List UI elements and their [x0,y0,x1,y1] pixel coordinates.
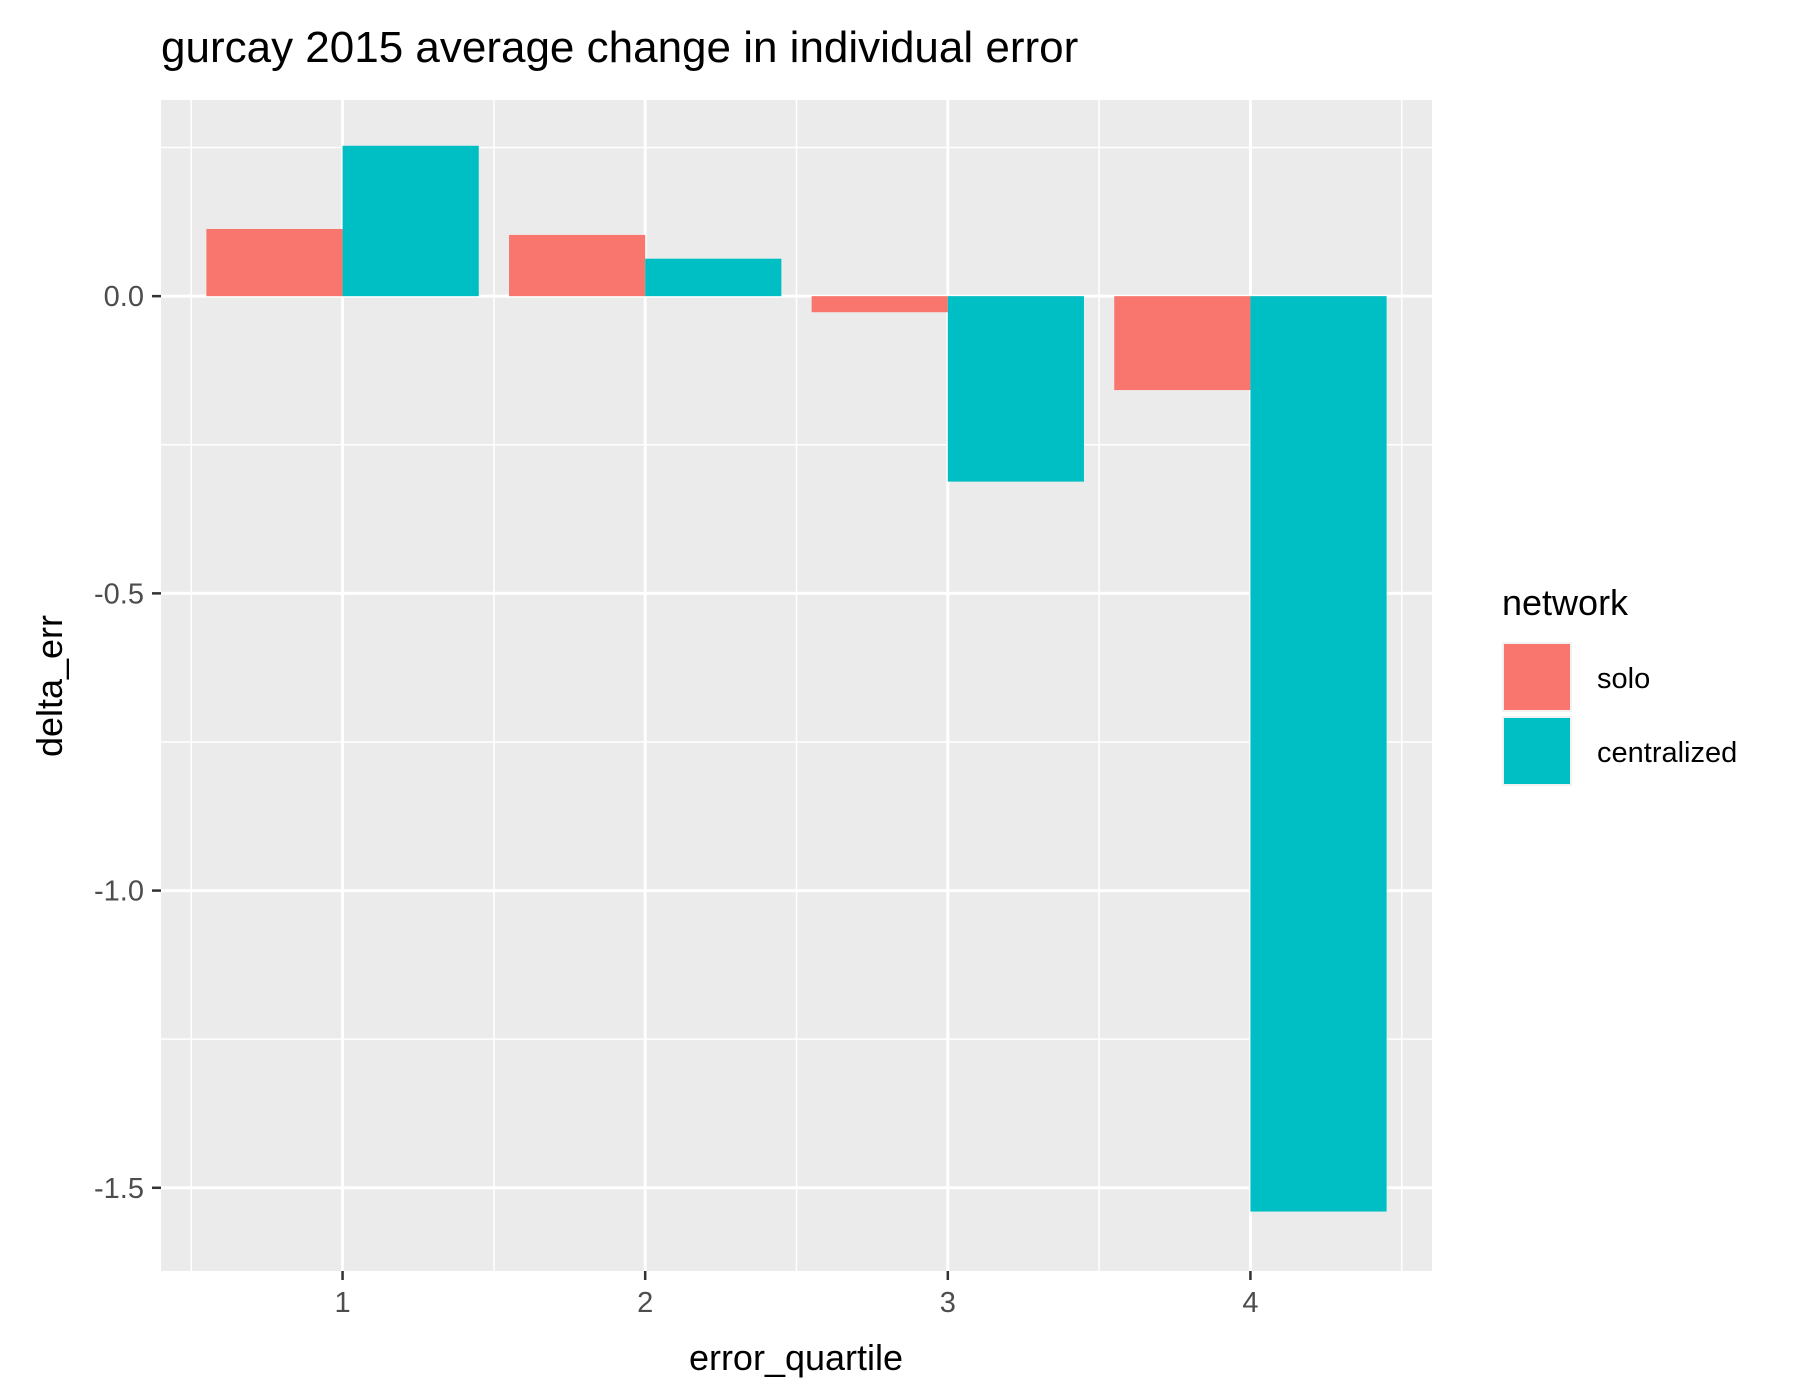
legend-label-solo: solo [1597,663,1650,695]
legend-label-centralized: centralized [1597,737,1737,769]
bar-solo-4 [1114,296,1251,391]
bars [206,145,1387,1212]
legend: network solo centralized [1502,582,1737,786]
x-tick-label: 2 [637,1287,653,1319]
x-axis-ticks: 1 2 3 4 [335,1271,1258,1319]
bar-centralized-4 [1250,296,1387,1212]
y-tick-label: 0.0 [104,281,144,313]
x-tick-label: 4 [1242,1287,1258,1319]
y-axis-title: delta_err [29,615,70,757]
legend-key-solo [1504,644,1570,710]
y-axis-ticks: 0.0 -0.5 -1.0 -1.5 [94,281,161,1205]
y-tick-label: -1.5 [94,1173,144,1205]
bar-solo-1 [206,228,343,297]
x-tick-label: 1 [335,1287,351,1319]
legend-items: solo centralized [1502,642,1737,786]
bar-solo-2 [509,234,646,297]
chart-title: gurcay 2015 average change in individual… [161,23,1078,72]
bar-centralized-1 [342,145,479,297]
y-tick-label: -0.5 [94,578,144,610]
bar-centralized-2 [645,258,782,297]
bar-solo-3 [811,296,948,313]
legend-key-centralized [1504,718,1570,784]
x-tick-label: 3 [940,1287,956,1319]
y-tick-label: -1.0 [94,876,144,908]
legend-title: network [1502,582,1629,623]
x-axis-title: error_quartile [689,1337,903,1378]
bar-centralized-3 [947,296,1084,482]
